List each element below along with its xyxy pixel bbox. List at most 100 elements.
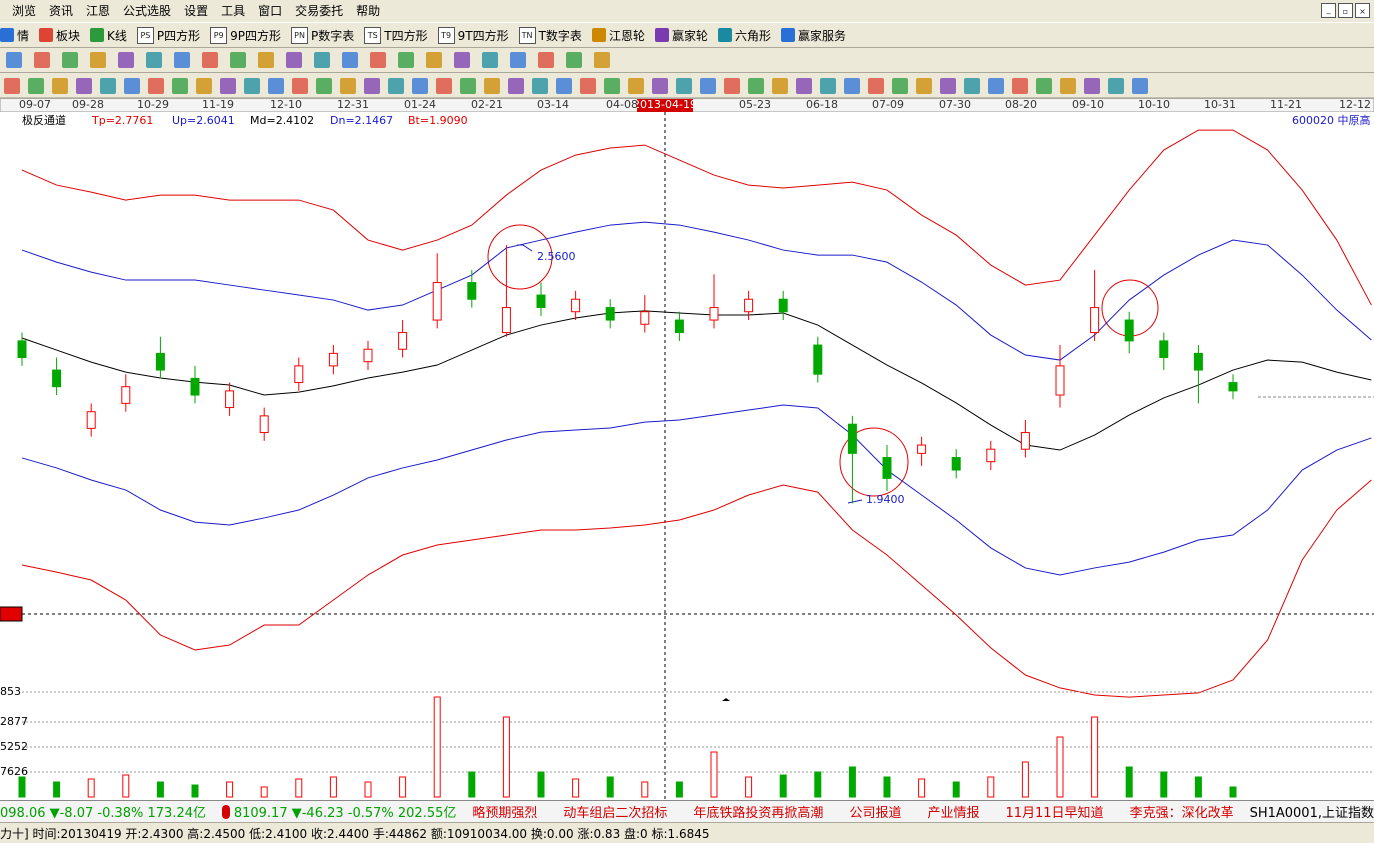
tool-icon[interactable] bbox=[196, 78, 212, 94]
tool-icon[interactable] bbox=[316, 78, 332, 94]
menu-item[interactable]: 江恩 bbox=[86, 3, 111, 18]
tool-button[interactable]: P9 9P四方形 bbox=[210, 26, 281, 44]
tool-icon[interactable] bbox=[868, 78, 884, 94]
tool-icon[interactable] bbox=[1060, 78, 1076, 94]
tool-icon[interactable] bbox=[268, 78, 284, 94]
tool-icon[interactable] bbox=[148, 78, 164, 94]
tool-icon[interactable] bbox=[100, 78, 116, 94]
tool-button[interactable]: K线 bbox=[90, 27, 127, 44]
tool-icon[interactable] bbox=[820, 78, 836, 94]
tool-button[interactable]: 板块 bbox=[39, 27, 80, 44]
tool-icon[interactable] bbox=[484, 78, 500, 94]
tool-button[interactable]: PS P四方形 bbox=[136, 26, 200, 44]
tool-button[interactable]: TS T四方形 bbox=[364, 26, 428, 44]
tool-icon[interactable] bbox=[370, 52, 386, 68]
tool-icon[interactable] bbox=[364, 78, 380, 94]
tool-icon[interactable] bbox=[988, 78, 1004, 94]
tool-icon[interactable] bbox=[146, 52, 162, 68]
tool-icon[interactable] bbox=[700, 78, 716, 94]
tool-icon[interactable] bbox=[118, 52, 134, 68]
tool-icon[interactable] bbox=[676, 78, 692, 94]
menu-item[interactable]: 资讯 bbox=[49, 3, 74, 18]
tool-icon[interactable] bbox=[508, 78, 524, 94]
news-item[interactable]: 公司报道 bbox=[849, 806, 902, 821]
tool-icon[interactable] bbox=[292, 78, 308, 94]
tool-icon[interactable] bbox=[796, 78, 812, 94]
tool-button[interactable]: 情 bbox=[0, 27, 29, 44]
tool-icon[interactable] bbox=[62, 52, 78, 68]
tool-button[interactable]: PN P数字表 bbox=[291, 26, 354, 44]
tool-icon[interactable] bbox=[460, 78, 476, 94]
news-item[interactable]: 年底铁路投资再掀高潮 bbox=[693, 806, 824, 821]
news-item[interactable]: 略预期强烈 bbox=[472, 806, 538, 821]
tool-icon[interactable] bbox=[916, 78, 932, 94]
menu-item[interactable]: 帮助 bbox=[356, 3, 381, 18]
tool-icon[interactable] bbox=[202, 52, 218, 68]
tool-icon[interactable] bbox=[314, 52, 330, 68]
tool-icon[interactable] bbox=[482, 52, 498, 68]
tool-button[interactable]: 赢家轮 bbox=[654, 27, 708, 44]
tool-icon[interactable] bbox=[724, 78, 740, 94]
tool-icon[interactable] bbox=[172, 78, 188, 94]
tool-icon[interactable] bbox=[844, 78, 860, 94]
menu-item[interactable]: 工具 bbox=[221, 3, 246, 18]
menu-item[interactable]: 交易委托 bbox=[295, 3, 344, 18]
tool-icon[interactable] bbox=[538, 52, 554, 68]
tool-icon[interactable] bbox=[510, 52, 526, 68]
tool-icon[interactable] bbox=[388, 78, 404, 94]
menu-item[interactable]: 公式选股 bbox=[123, 3, 172, 18]
tool-icon[interactable] bbox=[748, 78, 764, 94]
tool-icon[interactable] bbox=[1036, 78, 1052, 94]
tool-icon[interactable] bbox=[532, 78, 548, 94]
tool-icon[interactable] bbox=[1084, 78, 1100, 94]
news-item[interactable]: 李克强：深化改革 bbox=[1129, 806, 1234, 821]
tool-icon[interactable] bbox=[174, 52, 190, 68]
tool-icon[interactable] bbox=[580, 78, 596, 94]
tool-icon[interactable] bbox=[1012, 78, 1028, 94]
tool-button[interactable]: 六角形 bbox=[717, 27, 771, 44]
tool-icon[interactable] bbox=[286, 52, 302, 68]
tool-icon[interactable] bbox=[34, 52, 50, 68]
tool-icon[interactable] bbox=[52, 78, 68, 94]
tool-icon[interactable] bbox=[398, 52, 414, 68]
tool-icon[interactable] bbox=[76, 78, 92, 94]
tool-icon[interactable] bbox=[426, 52, 442, 68]
tool-icon[interactable] bbox=[258, 52, 274, 68]
tool-icon[interactable] bbox=[6, 52, 22, 68]
tool-icon[interactable] bbox=[220, 78, 236, 94]
tool-icon[interactable] bbox=[230, 52, 246, 68]
menu-item[interactable]: 窗口 bbox=[258, 3, 283, 18]
tool-icon[interactable] bbox=[124, 78, 140, 94]
tool-icon[interactable] bbox=[412, 78, 428, 94]
tool-icon[interactable] bbox=[244, 78, 260, 94]
tool-button[interactable]: TN T数字表 bbox=[518, 26, 582, 44]
tool-icon[interactable] bbox=[594, 52, 610, 68]
news-item[interactable]: 11月11日早知道 bbox=[1005, 806, 1104, 821]
tool-icon[interactable] bbox=[964, 78, 980, 94]
tool-icon[interactable] bbox=[1132, 78, 1148, 94]
tool-icon[interactable] bbox=[1108, 78, 1124, 94]
minimize[interactable]: _ bbox=[1321, 3, 1336, 18]
tool-icon[interactable] bbox=[454, 52, 470, 68]
tool-icon[interactable] bbox=[892, 78, 908, 94]
tool-icon[interactable] bbox=[436, 78, 452, 94]
tool-icon[interactable] bbox=[940, 78, 956, 94]
tool-icon[interactable] bbox=[566, 52, 582, 68]
tool-button[interactable]: 江恩轮 bbox=[591, 27, 645, 44]
tool-icon[interactable] bbox=[342, 52, 358, 68]
tool-icon[interactable] bbox=[556, 78, 572, 94]
menu-item[interactable]: 浏览 bbox=[12, 3, 37, 18]
tool-icon[interactable] bbox=[772, 78, 788, 94]
news-item[interactable]: 动车组启二次招标 bbox=[563, 806, 668, 821]
tool-icon[interactable] bbox=[628, 78, 644, 94]
menu-item[interactable]: 设置 bbox=[184, 3, 209, 18]
tool-icon[interactable] bbox=[604, 78, 620, 94]
tool-icon[interactable] bbox=[90, 52, 106, 68]
tool-button[interactable]: 赢家服务 bbox=[780, 27, 846, 44]
tool-button[interactable]: T9 9T四方形 bbox=[437, 26, 509, 44]
close[interactable]: × bbox=[1355, 3, 1370, 18]
restore[interactable]: ▫ bbox=[1338, 3, 1353, 18]
tool-icon[interactable] bbox=[340, 78, 356, 94]
tool-icon[interactable] bbox=[4, 78, 20, 94]
tool-icon[interactable] bbox=[28, 78, 44, 94]
